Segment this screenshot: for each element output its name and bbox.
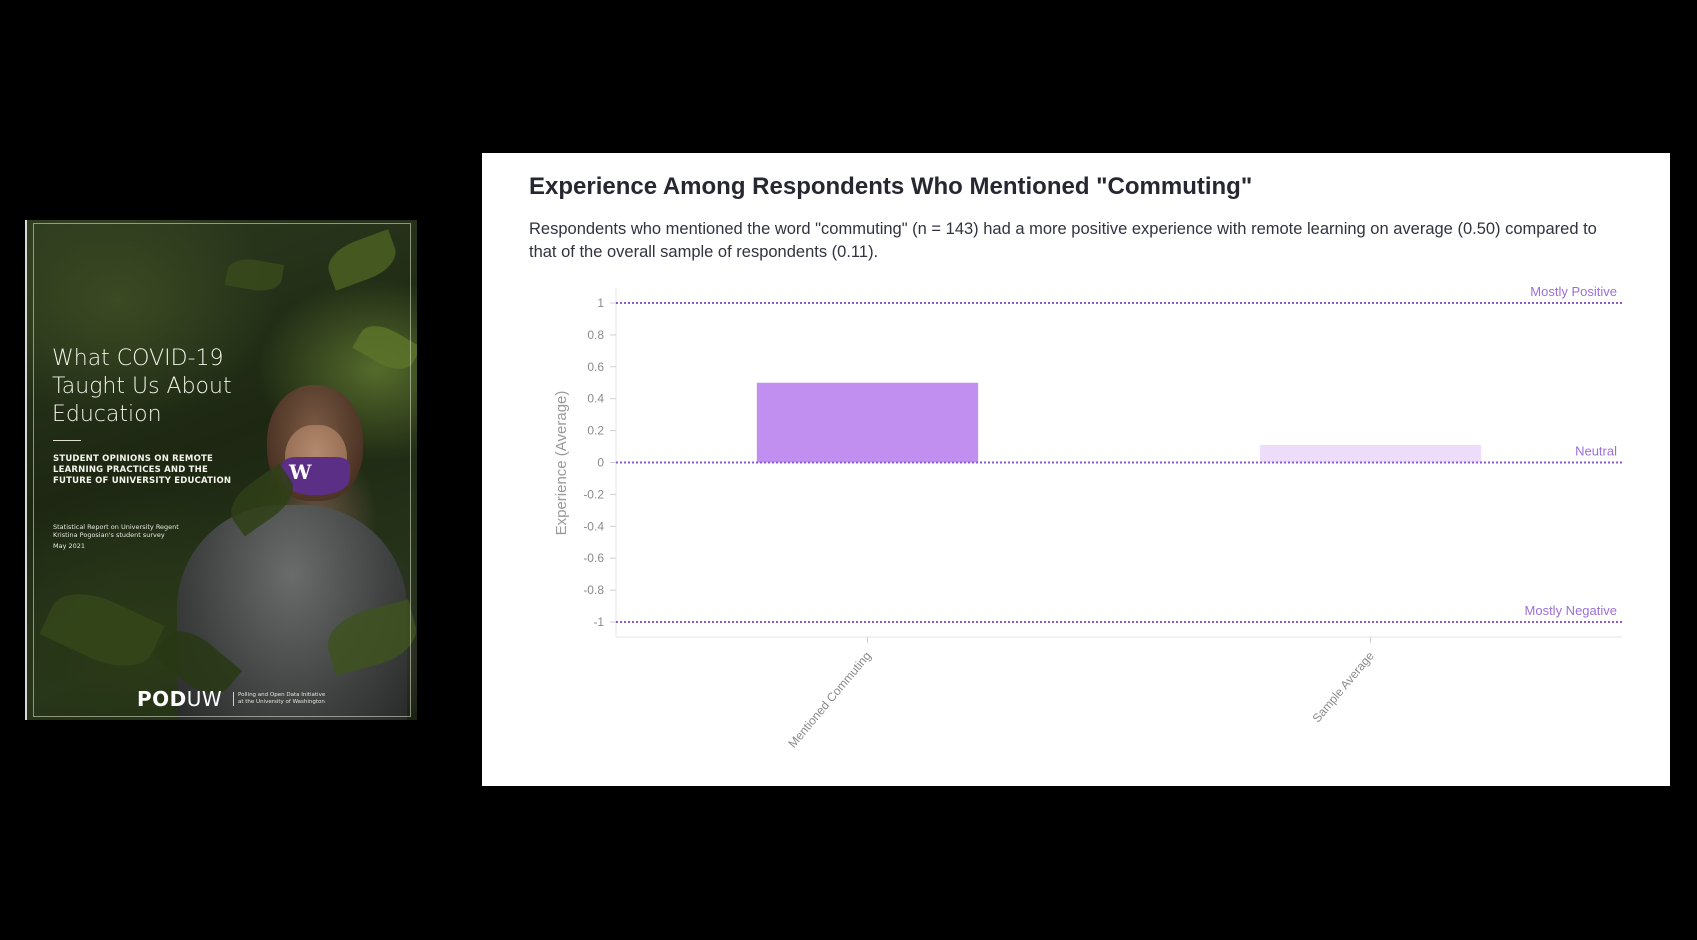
reference-label: Neutral — [1575, 444, 1617, 459]
y-axis-title: Experience (Average) — [553, 391, 570, 536]
cover-meta-line: Statistical Report on University Regent — [53, 523, 179, 531]
x-tick-label: Sample Average — [1310, 649, 1377, 726]
y-tick-label: 0 — [597, 456, 604, 470]
foliage-leaf — [224, 255, 285, 295]
mask-logo: W — [289, 460, 312, 484]
y-tick-label: 0.6 — [587, 360, 604, 374]
bar — [1259, 444, 1482, 463]
brand-pod: POD — [137, 687, 187, 711]
reference-label: Mostly Negative — [1525, 603, 1617, 618]
brand-tagline: Polling and Open Data Initiative at the … — [233, 692, 328, 706]
cover-meta-line: Kristina Pogosian's student survey — [53, 531, 165, 539]
bar-chart: 1 0.8 0.6 0.4 0.2 0 -0.2 -0.4 -0.6 -0.8 -1 Mentione… — [553, 284, 1622, 750]
cover-title: What COVID-19 Taught Us About Education — [52, 346, 232, 427]
cover-divider — [53, 440, 81, 441]
bar — [756, 382, 979, 463]
y-tick-label: -0.2 — [583, 487, 604, 501]
y-tick-label: -0.8 — [583, 583, 604, 597]
cover-subtitle: STUDENT OPINIONS ON REMOTE LEARNING PRAC… — [53, 454, 232, 486]
chart-panel: Experience Among Respondents Who Mention… — [482, 153, 1670, 786]
purple-mask — [282, 457, 350, 495]
brand-uw: UW — [186, 687, 223, 711]
y-tick-label: 0.2 — [587, 424, 604, 438]
reference-label: Mostly Positive — [1530, 284, 1617, 299]
y-tick-label: 1 — [597, 296, 604, 310]
foliage-leaf — [322, 229, 402, 291]
y-tick-label: -0.4 — [583, 519, 604, 533]
y-tick-label: -0.6 — [583, 551, 604, 565]
chart-title: Experience Among Respondents Who Mention… — [529, 173, 1253, 200]
cover-date: May 2021 — [53, 542, 86, 550]
report-cover[interactable]: W What COVID-19 Taught Us About Educatio… — [25, 220, 417, 720]
poduw-logo: PODUW — [137, 687, 222, 711]
chart-description: Respondents who mentioned the word "comm… — [529, 220, 1597, 261]
x-tick-label: Mentioned Commuting — [785, 649, 873, 750]
cover-meta: Statistical Report on University Regent … — [53, 522, 243, 551]
y-tick-label: 0.4 — [587, 392, 604, 406]
foliage-leaf — [352, 317, 417, 378]
y-tick-label: 0.8 — [587, 328, 604, 342]
y-tick-label: -1 — [593, 615, 604, 629]
foliage-leaf — [39, 579, 165, 681]
